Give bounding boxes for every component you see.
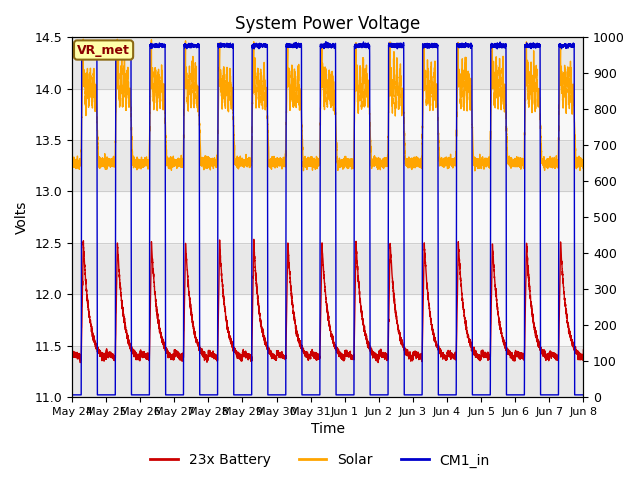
X-axis label: Time: Time (310, 422, 345, 436)
Y-axis label: Volts: Volts (15, 201, 29, 234)
Bar (72, 140, 584, 192)
Bar (72, 243, 584, 294)
Bar (72, 89, 584, 140)
Bar (72, 294, 584, 346)
Bar (72, 192, 584, 243)
Bar (72, 37, 584, 89)
Title: System Power Voltage: System Power Voltage (235, 15, 420, 33)
Bar (72, 346, 584, 397)
Text: VR_met: VR_met (77, 44, 130, 57)
Legend: 23x Battery, Solar, CM1_in: 23x Battery, Solar, CM1_in (145, 448, 495, 473)
